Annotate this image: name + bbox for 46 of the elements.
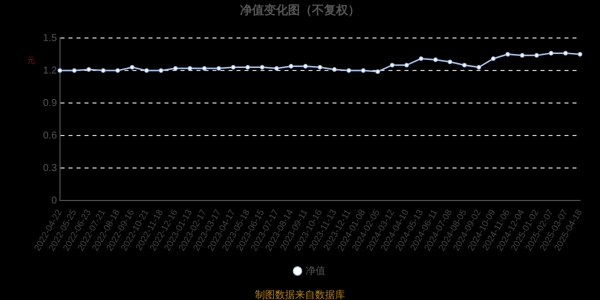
point — [86, 67, 92, 72]
y-tick-label: 0.6 — [42, 130, 58, 142]
point — [274, 66, 279, 71]
point — [260, 64, 264, 70]
point — [404, 62, 409, 68]
legend-label: 净值 — [306, 264, 326, 277]
point — [346, 68, 352, 73]
point — [115, 68, 120, 73]
text: 制图数据来自数据库 — [254, 288, 346, 300]
y-tick-label: 0 — [51, 195, 58, 206]
point — [130, 64, 134, 70]
point — [534, 53, 539, 58]
chart-title: 净值变化图（不复权） — [239, 2, 361, 19]
y-tick-label: 0.9 — [42, 98, 58, 109]
point — [188, 66, 192, 71]
point — [202, 66, 207, 71]
point — [520, 53, 525, 58]
y-tick-label: 0.3 — [42, 162, 58, 174]
point — [548, 50, 554, 56]
point — [491, 56, 496, 61]
point — [100, 68, 106, 73]
point — [505, 52, 510, 57]
point — [578, 52, 582, 57]
point — [433, 57, 438, 62]
point — [360, 68, 366, 73]
point — [216, 66, 222, 71]
point — [375, 69, 380, 74]
point — [318, 64, 322, 70]
point — [563, 50, 568, 56]
y-tick-label: 1.5 — [42, 32, 58, 44]
point — [173, 66, 178, 71]
point — [245, 64, 250, 70]
point — [476, 64, 482, 70]
point — [448, 60, 452, 64]
y-tick-label: 1.2 — [42, 65, 58, 76]
y-axis-title: 元 — [27, 55, 35, 66]
point — [390, 62, 394, 68]
point — [158, 68, 164, 73]
point — [303, 64, 308, 69]
point — [418, 56, 424, 61]
point — [72, 68, 77, 73]
point — [230, 64, 236, 70]
point — [462, 62, 467, 68]
point — [144, 68, 149, 73]
point — [288, 64, 294, 69]
point — [332, 67, 337, 72]
